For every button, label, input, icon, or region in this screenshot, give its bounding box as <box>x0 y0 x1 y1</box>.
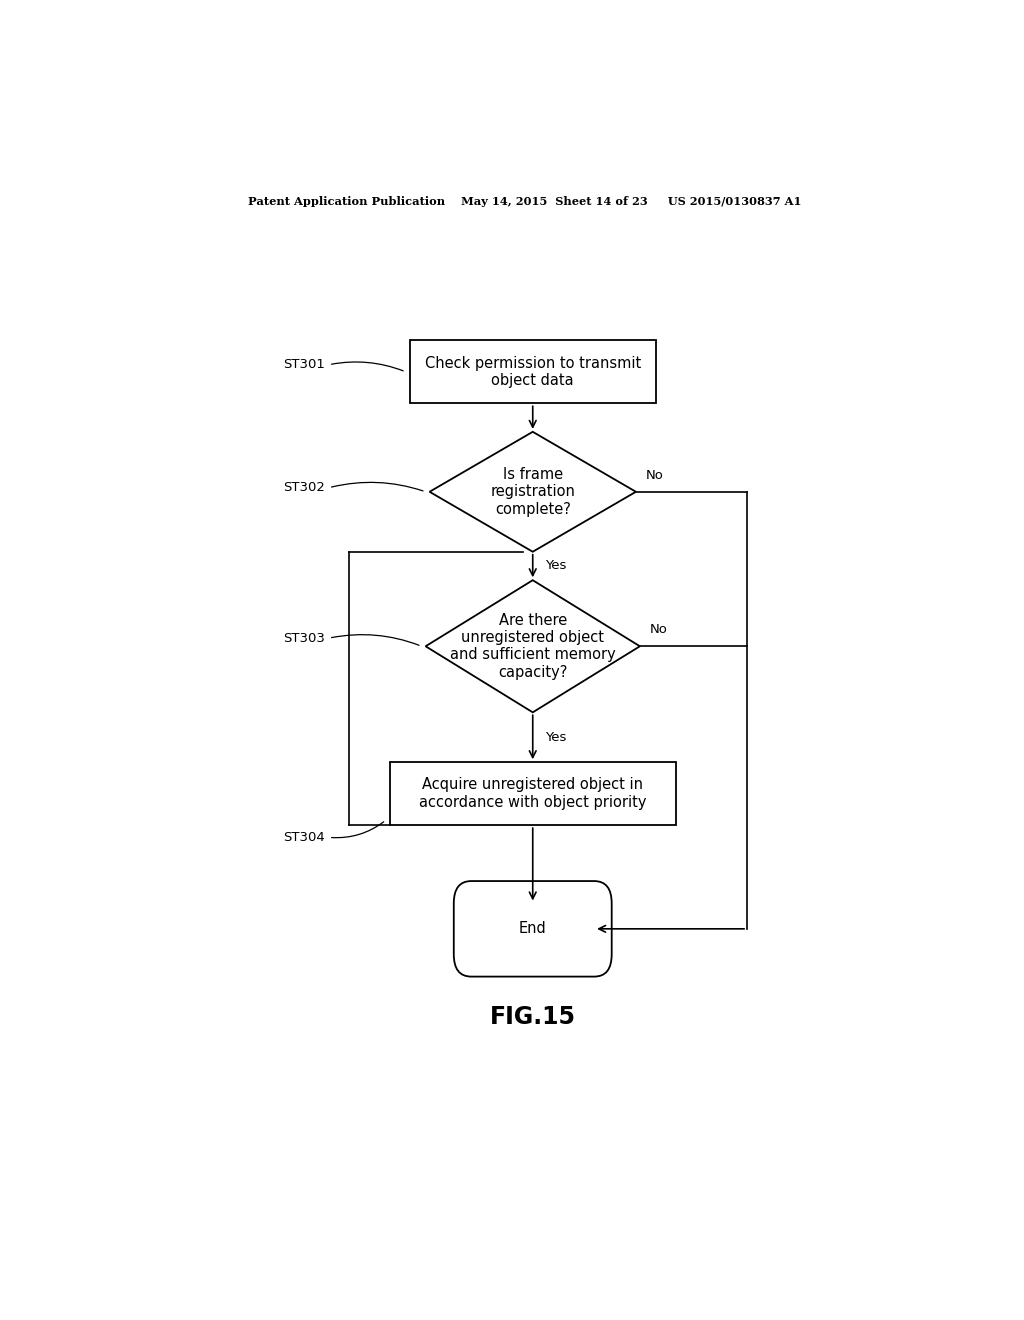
Text: Are there
unregistered object
and sufficient memory
capacity?: Are there unregistered object and suffic… <box>450 612 615 680</box>
Text: ST303: ST303 <box>283 632 325 644</box>
FancyBboxPatch shape <box>410 341 655 404</box>
Text: No: No <box>645 469 664 482</box>
Text: FIG.15: FIG.15 <box>489 1006 575 1030</box>
Text: No: No <box>649 623 668 636</box>
Polygon shape <box>430 432 636 552</box>
FancyBboxPatch shape <box>454 880 611 977</box>
Text: Is frame
registration
complete?: Is frame registration complete? <box>490 467 575 516</box>
Text: Yes: Yes <box>545 731 566 743</box>
Text: ST301: ST301 <box>283 358 325 371</box>
Polygon shape <box>426 581 640 713</box>
Text: Check permission to transmit
object data: Check permission to transmit object data <box>425 355 641 388</box>
Text: End: End <box>519 921 547 936</box>
Text: Acquire unregistered object in
accordance with object priority: Acquire unregistered object in accordanc… <box>419 777 646 810</box>
FancyBboxPatch shape <box>390 762 676 825</box>
Text: ST304: ST304 <box>283 830 325 843</box>
Text: Patent Application Publication    May 14, 2015  Sheet 14 of 23     US 2015/01308: Patent Application Publication May 14, 2… <box>248 195 802 207</box>
Text: Yes: Yes <box>545 560 566 573</box>
Text: ST302: ST302 <box>283 482 325 494</box>
